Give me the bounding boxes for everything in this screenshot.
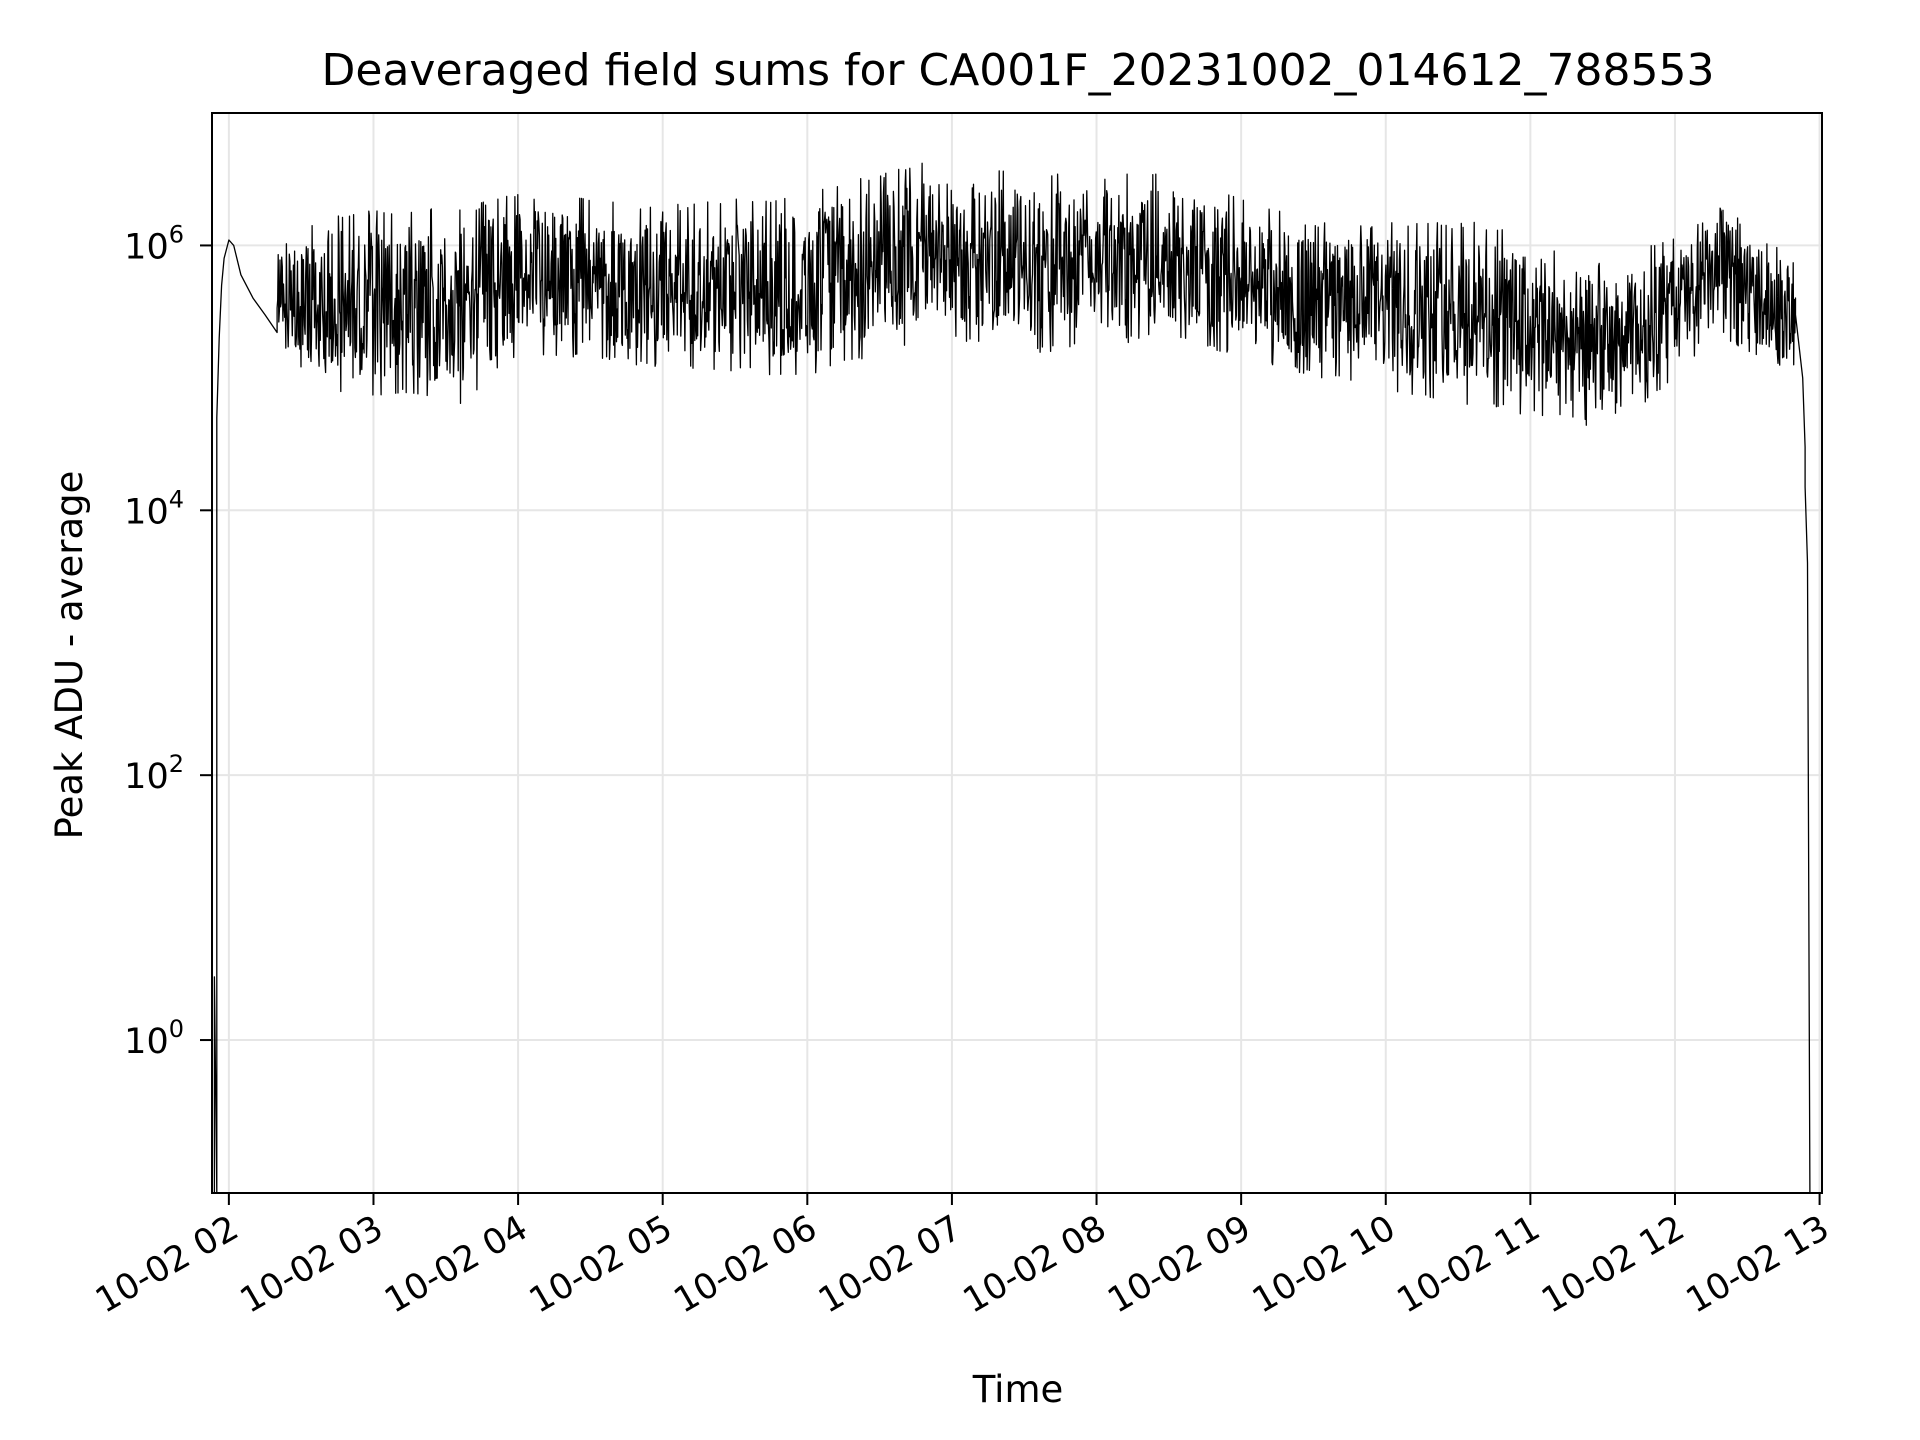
y-tick-label: 102: [124, 750, 184, 797]
series-line: [213, 162, 1811, 1194]
y-tick-label: 104: [124, 485, 184, 532]
chart-title: Deaveraged field sums for CA001F_2023100…: [322, 45, 1715, 96]
y-axis-ticks: 100 102 104 106: [124, 220, 212, 1062]
x-axis-label: Time: [972, 1368, 1064, 1411]
y-tick-label: 106: [124, 220, 184, 267]
y-axis-label: Peak ADU - average: [48, 471, 91, 840]
plot-frame: [211, 112, 1823, 1194]
series-layer: [213, 162, 1811, 1194]
y-tick-label: 100: [124, 1015, 184, 1062]
